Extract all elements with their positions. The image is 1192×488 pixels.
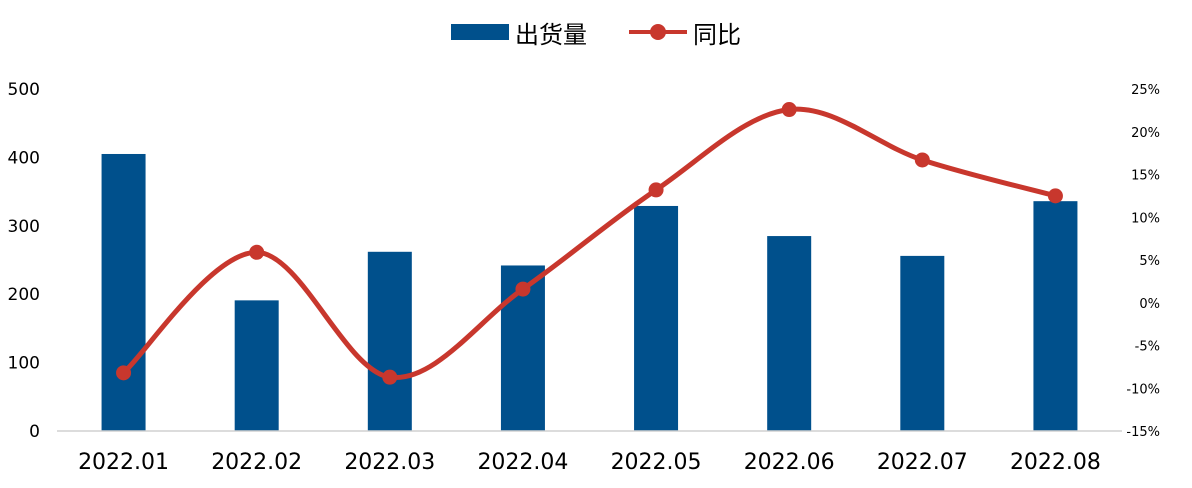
y-right-tick-label: 10% [1131,211,1160,226]
y-left-tick-label: 0 [29,422,40,442]
y-right-tick-label: -15% [1126,425,1160,440]
bar-shipments [900,255,945,431]
legend-item-shipments: 出货量 [451,15,587,50]
point-yoy [781,102,797,118]
x-tick-label: 2022.01 [78,450,169,475]
x-tick-label: 2022.02 [211,450,302,475]
y-left-tick-label: 400 [8,148,40,168]
y-right-tick-label: -10% [1126,382,1160,397]
y-left-tick-label: 200 [8,285,40,305]
bar-shipments [367,251,412,431]
bar-shipments [1033,201,1078,431]
bar-shipments [234,300,279,431]
point-yoy [382,369,398,385]
line-yoy-series [121,106,1057,380]
y-left-tick-label: 500 [8,80,40,100]
legend-line-swatch [629,20,687,44]
chart-legend: 出货量 同比 [0,14,1192,50]
x-tick-label: 2022.05 [611,450,702,475]
y-left-tick-label: 300 [8,217,40,237]
point-yoy [1047,188,1063,204]
legend-label-yoy: 同比 [693,20,741,49]
point-yoy [914,152,930,168]
x-tick-label: 2022.03 [344,450,435,475]
x-tick-label: 2022.08 [1010,450,1101,475]
y-right-tick-label: -5% [1135,340,1160,355]
bar-shipments [634,205,679,431]
legend-bar-swatch [451,24,509,40]
x-tick-label: 2022.04 [477,450,568,475]
bar-shipments [101,153,146,432]
y-right-tick-label: 0% [1139,297,1160,312]
point-yoy [648,182,664,198]
legend-item-yoy: 同比 [629,15,741,50]
point-yoy [116,365,132,381]
bar-shipments [767,236,812,431]
x-tick-label: 2022.07 [877,450,968,475]
y-right-tick-label: 5% [1139,254,1160,269]
y-left-tick-label: 100 [8,354,40,374]
y-right-tick-label: 15% [1131,169,1160,184]
x-tick-label: 2022.06 [744,450,835,475]
y-right-tick-label: 20% [1131,126,1160,141]
y-right-tick-label: 25% [1131,83,1160,98]
legend-label-shipments: 出货量 [515,20,587,49]
point-yoy [515,281,531,297]
point-yoy [249,244,265,260]
